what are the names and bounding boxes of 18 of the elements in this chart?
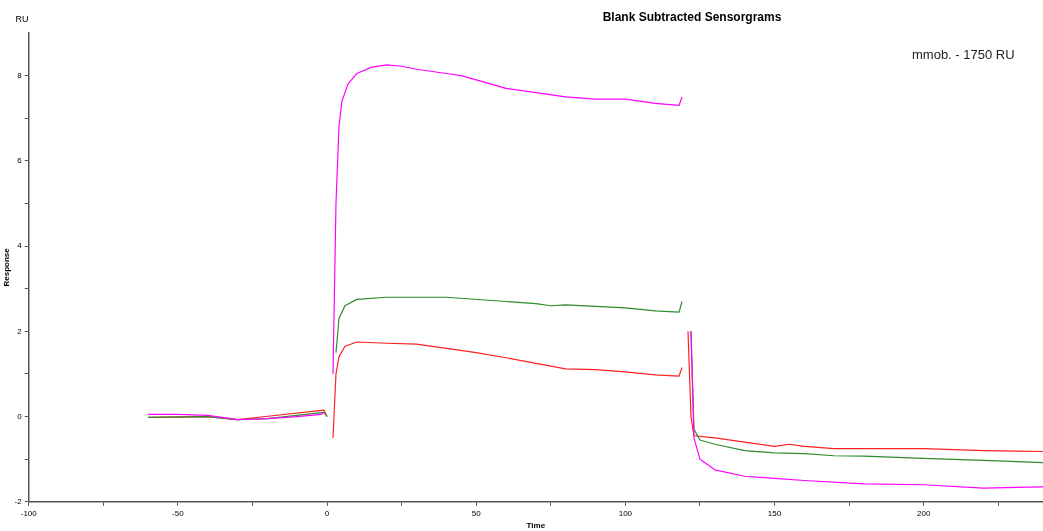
- annotation: mmob. - 1750 RU: [912, 46, 1015, 62]
- x-tick-label: -50: [172, 508, 185, 518]
- y-axis-title: Response: [2, 247, 11, 287]
- x-tick-label: 50: [471, 508, 482, 518]
- text: RU: [15, 14, 29, 25]
- y-tick-label: 0: [17, 411, 23, 421]
- x-axis-title: Time: [526, 521, 546, 531]
- x-tick-label: -100: [20, 508, 38, 518]
- y-tick-label: 2: [17, 326, 23, 336]
- x-tick-label: 200: [916, 508, 931, 518]
- chart-title: Blank Subtracted Sensorgrams: [602, 10, 782, 25]
- y-tick-label: 6: [17, 156, 23, 166]
- y-tick-label: 8: [17, 70, 23, 80]
- y-tick-label: 4: [17, 241, 23, 251]
- x-tick-label: 0: [324, 508, 330, 518]
- x-tick-label: 150: [767, 508, 782, 518]
- y-tick-label: -2: [14, 497, 23, 506]
- x-tick-label: 100: [618, 508, 633, 518]
